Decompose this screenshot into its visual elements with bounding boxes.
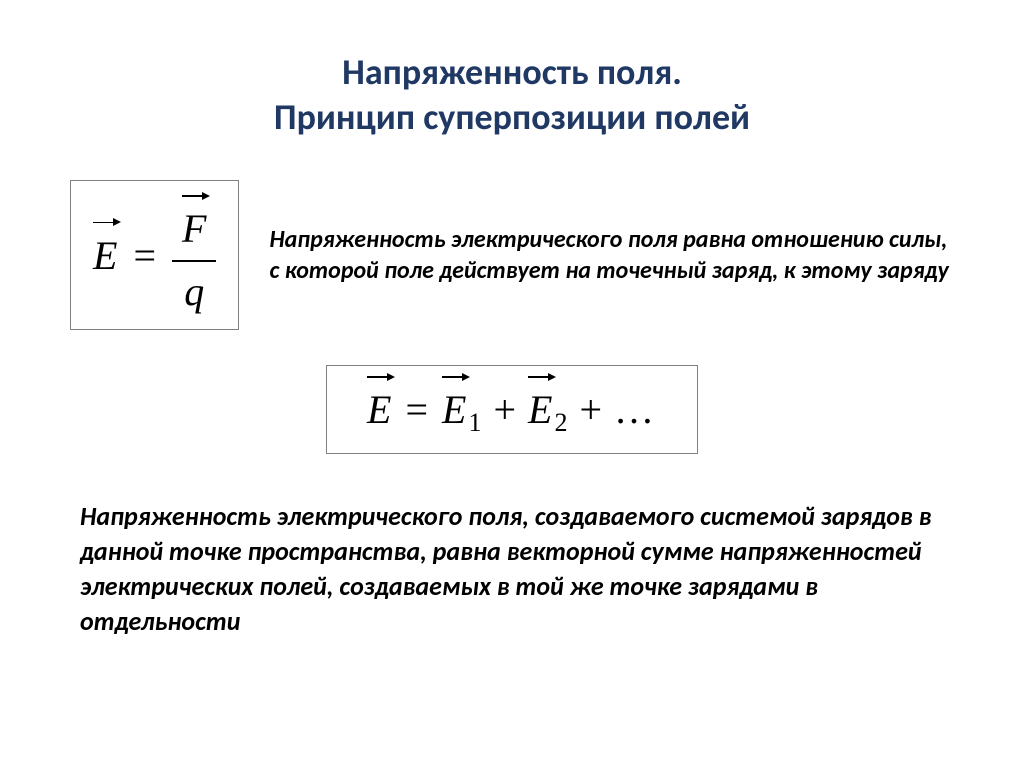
slide-title: Напряженность поля. Принцип суперпозиции…: [70, 50, 954, 140]
definition-row: E = F q Напряженность электрического пол…: [70, 180, 954, 330]
formula-box-2: E = E1 + E2 + …: [326, 365, 698, 454]
title-line-2: Принцип суперпозиции полей: [70, 95, 954, 140]
description-2: Напряженность электрического поля, созда…: [80, 499, 944, 639]
vector-E-result: E: [367, 386, 391, 433]
denominator-q: q: [174, 262, 214, 317]
vector-E: E: [93, 232, 117, 279]
title-line-1: Напряженность поля.: [70, 50, 954, 95]
subscript-2: 2: [554, 408, 567, 437]
equals-sign: =: [127, 232, 162, 279]
vector-E2: E: [528, 386, 552, 433]
vector-F: F: [182, 205, 206, 252]
formula-2: E = E1 + E2 + …: [367, 386, 657, 433]
subscript-1: 1: [468, 408, 481, 437]
vector-E1: E: [442, 386, 466, 433]
ellipsis: …: [614, 386, 657, 433]
formula-1: E = F q: [93, 193, 216, 317]
fraction: F q: [172, 193, 216, 317]
plus-sign-2: +: [575, 386, 606, 433]
description-1: Напряженность электрического поля равна …: [269, 224, 954, 286]
equals-sign-2: =: [399, 386, 434, 433]
formula-box-1: E = F q: [70, 180, 239, 330]
formula-2-wrapper: E = E1 + E2 + …: [70, 365, 954, 454]
plus-sign-1: +: [489, 386, 520, 433]
